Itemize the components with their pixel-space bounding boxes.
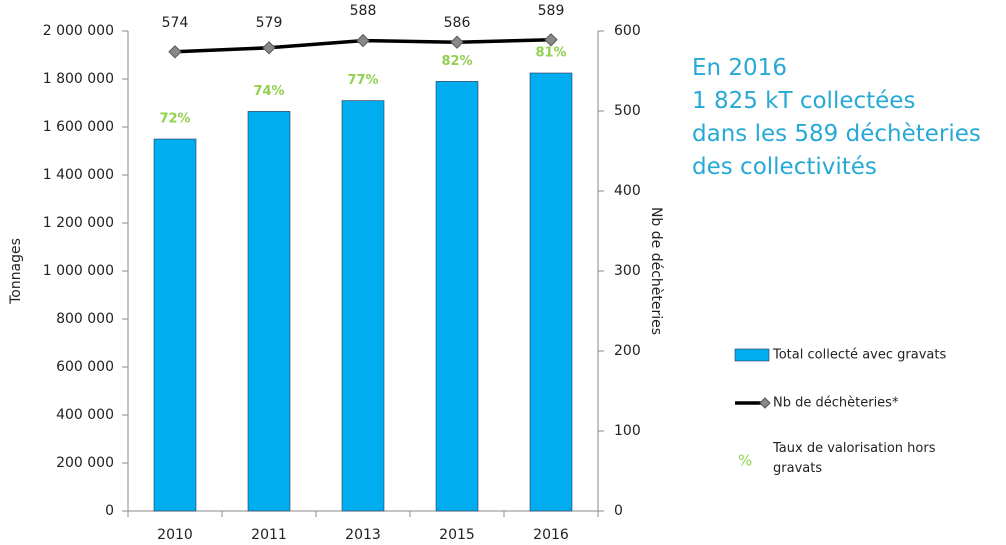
x-tick-label: 2015 (439, 527, 475, 543)
y-tick-label: 2 000 000 (43, 23, 114, 39)
y-tick-label: 1 800 000 (43, 71, 114, 87)
y-tick-label: 400 000 (56, 407, 114, 423)
bar (247, 111, 291, 512)
percent-label: 77% (347, 73, 378, 88)
y2-tick-label: 500 (614, 103, 641, 119)
y-tick-label: 1 400 000 (43, 167, 114, 183)
y2-tick-label: 600 (614, 23, 641, 39)
legend-label: Taux de valorisation hors gravats (773, 441, 936, 476)
percent-label: 72% (159, 112, 190, 127)
data-label: 588 (350, 3, 377, 19)
y-axis-label: Tonnages (8, 238, 24, 305)
legend-label: Total collecté avec gravats (772, 348, 946, 363)
legend-swatch (759, 397, 771, 409)
line-marker (544, 33, 558, 47)
percent-label: 74% (253, 84, 284, 99)
bar (529, 72, 573, 512)
y2-tick-label: 100 (614, 423, 641, 439)
bar (341, 100, 385, 512)
y-tick-label: 1 000 000 (43, 263, 114, 279)
annotation: En 2016 (692, 55, 787, 81)
annotation: dans les 589 déchèteries (692, 121, 981, 147)
data-label: 579 (256, 15, 283, 31)
x-tick-label: 2013 (345, 527, 381, 543)
line-marker (262, 41, 276, 55)
percent-label: 82% (441, 54, 472, 69)
legend-symbol: % (738, 452, 752, 470)
y-tick-label: 1 200 000 (43, 215, 114, 231)
line-marker (356, 33, 370, 48)
y2-tick-label: 200 (614, 343, 641, 359)
y-tick-label: 0 (105, 503, 114, 519)
y2-tick-label: 0 (614, 503, 623, 519)
y-tick-label: 1 600 000 (43, 119, 114, 135)
legend-swatch (734, 348, 770, 362)
line-marker (168, 45, 182, 59)
data-label: 586 (444, 15, 471, 31)
data-label: 589 (538, 3, 565, 19)
annotation: des collectivités (692, 154, 877, 180)
x-tick-label: 2010 (157, 527, 193, 543)
legend-label: Taux de valorisation hors gravats (773, 441, 936, 476)
annotation: 1 825 kT collectées (692, 88, 915, 114)
y-tick-label: 200 000 (56, 455, 114, 471)
y2-tick-label: 300 (614, 263, 641, 279)
bar (435, 81, 479, 512)
x-tick-label: 2016 (533, 527, 569, 543)
line-marker (450, 35, 464, 49)
y2-axis-label: Nb de déchèteries (648, 207, 664, 335)
bar (153, 138, 197, 512)
legend-label: Nb de déchèteries* (773, 396, 899, 411)
y-tick-label: 600 000 (56, 359, 114, 375)
percent-label: 81% (535, 46, 566, 61)
y2-tick-label: 400 (614, 183, 641, 199)
y-tick-label: 800 000 (56, 311, 114, 327)
data-label: 574 (162, 15, 189, 31)
x-tick-label: 2011 (251, 527, 287, 543)
